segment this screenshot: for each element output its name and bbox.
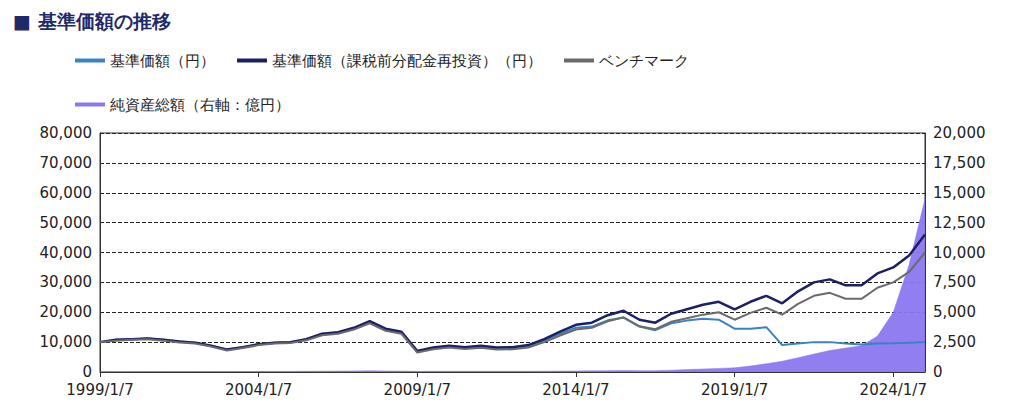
svg-text:30,000: 30,000 — [40, 273, 93, 291]
svg-text:40,000: 40,000 — [40, 244, 93, 262]
svg-text:2014/1/7: 2014/1/7 — [542, 381, 609, 399]
svg-text:2024/1/7: 2024/1/7 — [860, 381, 927, 399]
svg-text:0: 0 — [82, 363, 92, 381]
svg-text:基準価額（円）: 基準価額（円） — [110, 52, 215, 70]
svg-text:50,000: 50,000 — [40, 214, 93, 232]
svg-text:0: 0 — [933, 363, 943, 381]
svg-text:基準価額（課税前分配金再投資）（円）: 基準価額（課税前分配金再投資）（円） — [272, 52, 542, 70]
svg-text:■ 基準価額の推移: ■ 基準価額の推移 — [13, 10, 171, 32]
svg-text:2009/1/7: 2009/1/7 — [384, 381, 451, 399]
svg-text:7,500: 7,500 — [933, 273, 976, 291]
svg-text:2,500: 2,500 — [933, 333, 976, 351]
svg-text:ベンチマーク: ベンチマーク — [599, 52, 689, 70]
svg-text:10,000: 10,000 — [933, 244, 986, 262]
svg-text:2004/1/7: 2004/1/7 — [225, 381, 292, 399]
svg-text:純資産総額（右軸：億円）: 純資産総額（右軸：億円） — [110, 96, 290, 114]
svg-text:10,000: 10,000 — [40, 333, 93, 351]
svg-text:70,000: 70,000 — [40, 154, 93, 172]
svg-text:20,000: 20,000 — [40, 303, 93, 321]
svg-text:80,000: 80,000 — [40, 124, 93, 142]
svg-text:17,500: 17,500 — [933, 154, 986, 172]
svg-text:15,000: 15,000 — [933, 184, 986, 202]
svg-text:12,500: 12,500 — [933, 214, 986, 232]
svg-text:60,000: 60,000 — [40, 184, 93, 202]
svg-text:1999/1/7: 1999/1/7 — [66, 381, 133, 399]
svg-text:2019/1/7: 2019/1/7 — [701, 381, 768, 399]
svg-text:20,000: 20,000 — [933, 124, 986, 142]
svg-text:5,000: 5,000 — [933, 303, 976, 321]
